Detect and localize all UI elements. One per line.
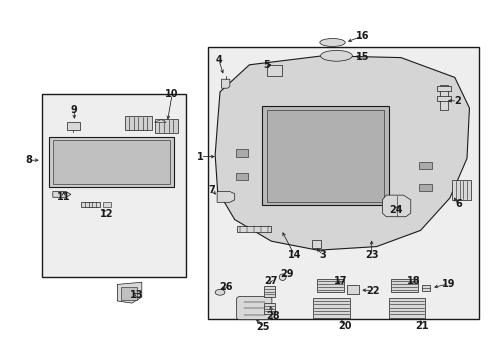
Bar [266, 65, 281, 76]
Bar [311, 240, 320, 248]
Polygon shape [154, 120, 166, 122]
Text: 27: 27 [264, 276, 277, 286]
Polygon shape [382, 195, 410, 217]
Text: 29: 29 [280, 269, 293, 279]
Bar [264, 303, 274, 314]
Text: 18: 18 [406, 276, 420, 286]
Bar [418, 184, 431, 191]
Polygon shape [215, 56, 468, 250]
Bar [390, 279, 417, 292]
Bar [436, 86, 450, 91]
Polygon shape [217, 192, 234, 202]
Polygon shape [49, 137, 173, 187]
Bar [81, 202, 100, 207]
Text: 17: 17 [333, 276, 346, 286]
FancyBboxPatch shape [236, 297, 271, 320]
Text: 25: 25 [256, 322, 269, 332]
Bar [266, 110, 383, 202]
Bar [121, 287, 137, 300]
Text: 16: 16 [355, 31, 369, 41]
Polygon shape [117, 282, 142, 303]
Bar [102, 202, 110, 207]
Bar [235, 173, 248, 180]
Text: 8: 8 [25, 155, 32, 165]
Text: 21: 21 [415, 321, 428, 331]
Bar [237, 226, 271, 232]
Text: 4: 4 [215, 55, 222, 66]
Bar [346, 285, 359, 294]
Text: 13: 13 [130, 290, 143, 300]
Ellipse shape [279, 274, 285, 280]
Bar [421, 285, 429, 291]
Bar [154, 119, 178, 133]
Text: 3: 3 [319, 250, 325, 260]
Polygon shape [53, 140, 169, 184]
Text: 6: 6 [454, 199, 461, 210]
Bar [41, 94, 185, 277]
Text: 22: 22 [365, 286, 379, 296]
Text: 26: 26 [219, 282, 232, 292]
Bar [312, 298, 349, 318]
Text: 28: 28 [265, 311, 279, 321]
Text: 7: 7 [208, 185, 215, 195]
Ellipse shape [215, 289, 224, 295]
Text: 23: 23 [364, 250, 378, 260]
Bar [316, 279, 343, 292]
Text: 12: 12 [100, 209, 113, 219]
Text: 10: 10 [165, 89, 179, 99]
Text: 9: 9 [71, 105, 78, 115]
Bar [388, 298, 425, 318]
Bar [418, 162, 431, 169]
Text: 14: 14 [287, 250, 301, 260]
Text: 24: 24 [388, 204, 402, 215]
Bar [261, 106, 388, 205]
Text: 1: 1 [197, 152, 203, 162]
Text: 19: 19 [441, 279, 455, 289]
Bar [439, 85, 447, 110]
Polygon shape [221, 79, 229, 88]
Polygon shape [53, 192, 71, 197]
Ellipse shape [319, 39, 345, 46]
Text: 15: 15 [355, 52, 369, 62]
Text: 2: 2 [453, 96, 460, 106]
Ellipse shape [320, 50, 351, 61]
Bar [124, 116, 151, 130]
Bar [451, 180, 470, 200]
Text: 5: 5 [263, 60, 270, 70]
Text: 11: 11 [57, 192, 70, 202]
Bar [264, 286, 274, 297]
Text: 20: 20 [338, 321, 351, 331]
Bar [207, 47, 478, 319]
Bar [436, 96, 450, 101]
Bar [235, 149, 248, 157]
Bar [67, 122, 80, 130]
